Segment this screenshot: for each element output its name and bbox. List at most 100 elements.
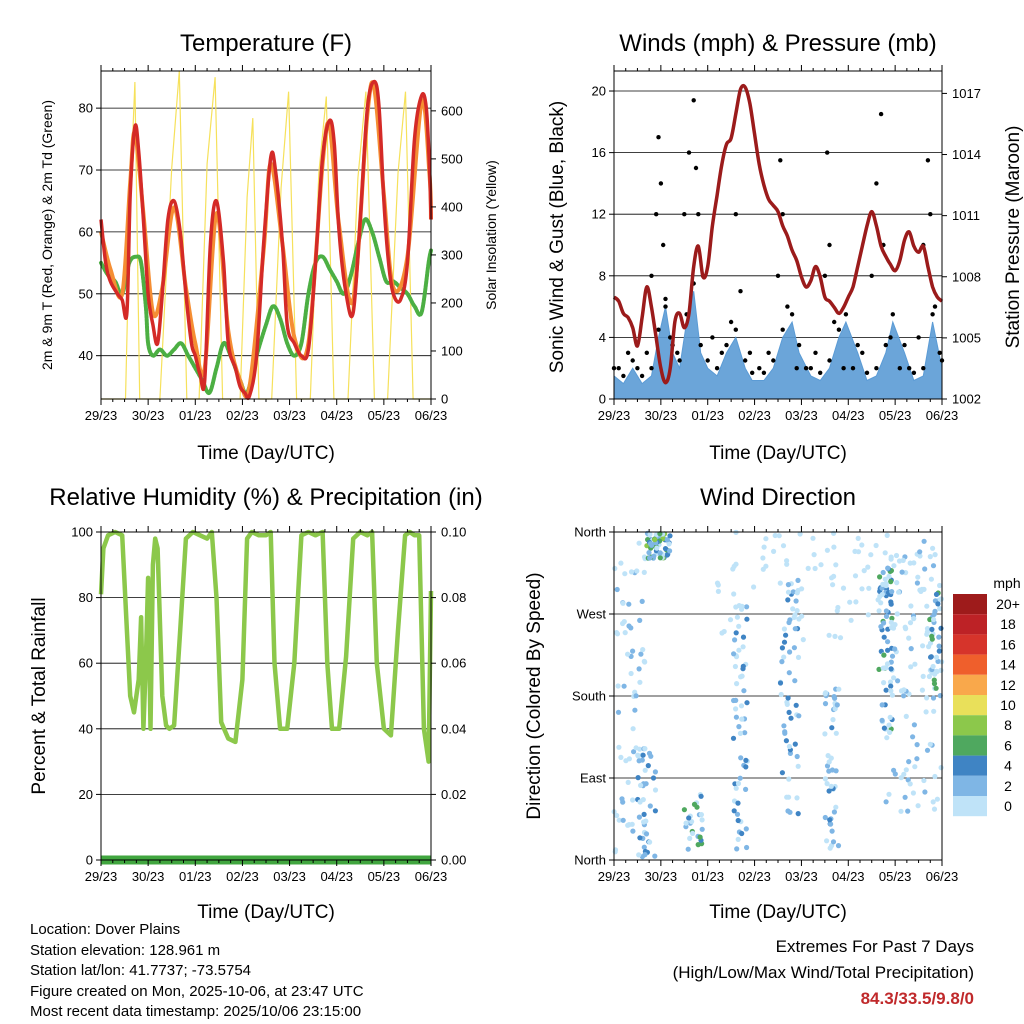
x-tick-label: 03/23	[785, 408, 818, 423]
direction-point	[686, 815, 692, 821]
y-tick-label: 80	[79, 590, 93, 605]
gust-point	[855, 342, 860, 348]
x-tick-label: 01/23	[691, 408, 724, 423]
direction-point	[637, 679, 643, 685]
direction-point	[931, 806, 938, 812]
direction-point	[911, 560, 917, 566]
gust-point	[668, 335, 673, 340]
winds-ylabel-right: Station Pressure (Maroon)	[1003, 126, 1024, 349]
direction-point	[800, 637, 806, 643]
extremes-title: Extremes For Past 7 Days	[775, 937, 974, 956]
direction-panel: Wind Direction NorthEastSouthWestNorth29…	[524, 484, 1021, 923]
direction-point	[730, 735, 737, 741]
direction-point	[910, 734, 916, 740]
direction-point	[654, 545, 660, 551]
direction-point	[641, 811, 647, 818]
direction-point	[892, 622, 898, 628]
direction-point	[900, 557, 906, 564]
direction-point	[829, 725, 835, 731]
direction-point	[831, 544, 837, 550]
extremes-box: Extremes For Past 7 Days (High/Low/Max W…	[673, 934, 974, 1012]
gust-point	[656, 327, 661, 332]
x-tick-label: 02/23	[738, 408, 771, 423]
gust-point	[644, 350, 649, 355]
direction-point	[783, 738, 790, 744]
direction-point	[636, 852, 642, 858]
colorbar-swatch	[953, 594, 987, 615]
y-right-tick-label: 100	[441, 343, 463, 358]
direction-point	[637, 617, 643, 624]
direction-point	[833, 804, 839, 810]
direction-point	[784, 794, 790, 800]
y-tick-label: 40	[79, 348, 93, 363]
direction-point	[826, 632, 832, 638]
y-right-tick-label: 1014	[952, 147, 981, 162]
gust-point	[630, 358, 635, 363]
direction-point	[626, 756, 633, 762]
x-tick-label: 29/23	[85, 408, 118, 423]
direction-point	[795, 654, 802, 661]
wind-area	[613, 291, 943, 400]
temperature-ticks: 40 50 60 70 80 0 100 200 300 400 500 600 29/23 30/23 0…	[79, 65, 463, 423]
direction-point	[784, 699, 790, 705]
gust-point	[827, 358, 832, 363]
direction-point	[648, 753, 654, 759]
direction-point	[859, 586, 865, 592]
y-tick-label: 60	[79, 224, 93, 239]
direction-point	[738, 703, 745, 709]
direction-point	[828, 783, 834, 789]
direction-point	[781, 626, 788, 632]
direction-point	[615, 709, 622, 715]
direction-xlabel: Time (Day/UTC)	[709, 902, 847, 923]
direction-point	[889, 615, 895, 621]
direction-point	[619, 796, 625, 802]
direction-point	[790, 589, 796, 595]
direction-point	[740, 666, 746, 672]
y-tick-label: 20	[592, 84, 606, 99]
direction-point	[812, 565, 818, 572]
direction-point	[744, 604, 750, 610]
direction-point	[785, 589, 792, 595]
gust-point	[869, 273, 874, 278]
direction-point	[647, 803, 653, 809]
direction-point	[715, 588, 722, 595]
direction-point	[886, 722, 892, 728]
direction-point	[664, 537, 670, 543]
direction-point	[736, 647, 742, 653]
direction-point	[698, 793, 704, 799]
speed-colorbar: mph 20+ 18 16 14 12 10 8 6 4 2 0	[953, 575, 1021, 817]
direction-point	[622, 630, 628, 636]
direction-point	[935, 658, 941, 665]
direction-point	[636, 758, 642, 764]
direction-point	[691, 801, 698, 808]
direction-point	[905, 777, 911, 783]
direction-point	[793, 598, 799, 604]
temp-2m-line	[99, 79, 433, 401]
direction-point	[785, 582, 792, 588]
y-right-tick-label: 0.02	[441, 787, 466, 802]
direction-point	[888, 554, 894, 560]
y-right-tick-label: 1011	[952, 208, 980, 223]
direction-point	[652, 769, 659, 775]
direction-point	[910, 790, 917, 796]
direction-point	[738, 674, 744, 680]
winds-ticks: 0 4 8 12 16 20 1002 1005 1008 1011 1014 1017 29/23 30…	[592, 65, 981, 423]
direction-point	[889, 692, 896, 698]
y-tick-label: 20	[79, 787, 93, 802]
y-right-tick-label: 1017	[952, 86, 981, 101]
gust-point	[747, 350, 753, 355]
direction-point	[895, 678, 901, 684]
direction-point	[840, 585, 847, 591]
direction-point	[667, 548, 673, 554]
direction-point	[883, 687, 889, 693]
gust-point	[832, 319, 837, 325]
direction-point	[795, 763, 801, 769]
direction-point	[731, 808, 737, 814]
direction-point	[930, 545, 936, 551]
direction-point	[633, 693, 639, 699]
direction-point	[882, 576, 888, 582]
winds-title: Winds (mph) & Pressure (mb)	[619, 30, 936, 57]
direction-point	[733, 697, 739, 704]
direction-point	[737, 730, 744, 737]
